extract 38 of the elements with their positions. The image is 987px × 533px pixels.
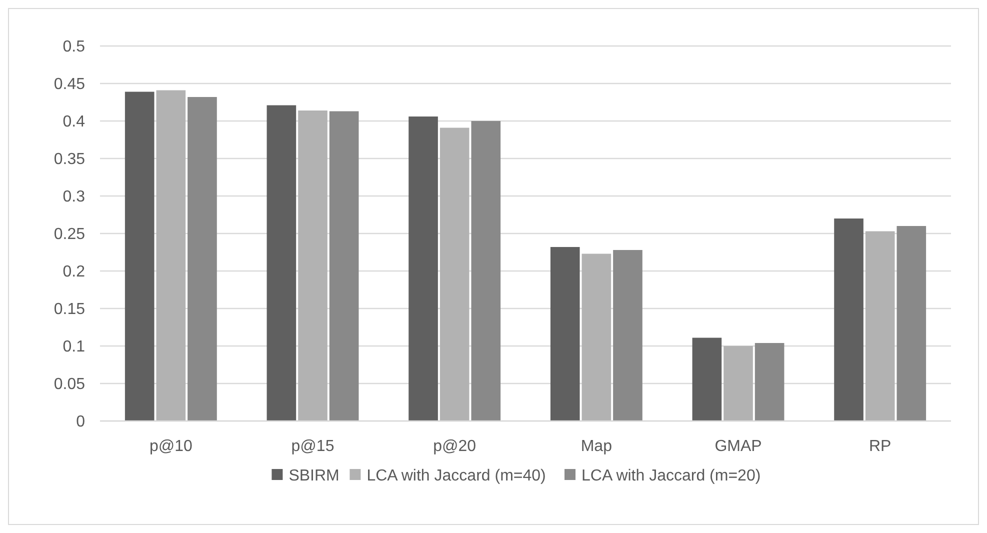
bar <box>896 226 926 421</box>
bar <box>266 105 296 421</box>
bar <box>329 111 359 421</box>
x-tick-label: p@20 <box>433 438 476 455</box>
bar <box>188 97 217 421</box>
legend-label: SBIRM <box>288 468 340 485</box>
x-tick-label: p@10 <box>149 438 192 455</box>
bar <box>582 254 612 421</box>
bar <box>865 231 895 421</box>
bar <box>613 250 642 421</box>
y-tick-label: 0.05 <box>54 376 86 394</box>
bar <box>834 218 864 421</box>
y-tick-label: 0.15 <box>54 301 86 318</box>
y-tick-label: 0.5 <box>62 38 86 56</box>
y-tick-label: 0.35 <box>54 151 86 168</box>
x-tick-label: p@15 <box>291 438 334 455</box>
y-tick-label: 0 <box>76 414 86 431</box>
y-tick-label: 0.2 <box>62 264 86 281</box>
bar <box>724 346 753 421</box>
bar <box>692 338 722 421</box>
bar <box>408 116 438 421</box>
y-tick-label: 0.25 <box>54 226 86 244</box>
legend-label: LCA with Jaccard (m=20) <box>582 468 761 485</box>
y-tick-label: 0.4 <box>62 114 86 131</box>
bar <box>156 90 186 421</box>
bar <box>440 128 470 421</box>
y-tick-label: 0.45 <box>54 76 86 94</box>
x-tick-label: Map <box>580 438 612 455</box>
legend-label: LCA with Jaccard (m=40) <box>366 468 546 485</box>
bar <box>550 247 580 421</box>
bar <box>471 121 501 421</box>
x-tick-label: RP <box>868 438 892 455</box>
bar <box>754 343 784 421</box>
y-tick-label: 0.1 <box>62 338 86 356</box>
bar <box>124 92 154 421</box>
bar <box>298 110 328 421</box>
x-tick-label: GMAP <box>714 438 762 455</box>
y-tick-label: 0.3 <box>62 188 86 206</box>
